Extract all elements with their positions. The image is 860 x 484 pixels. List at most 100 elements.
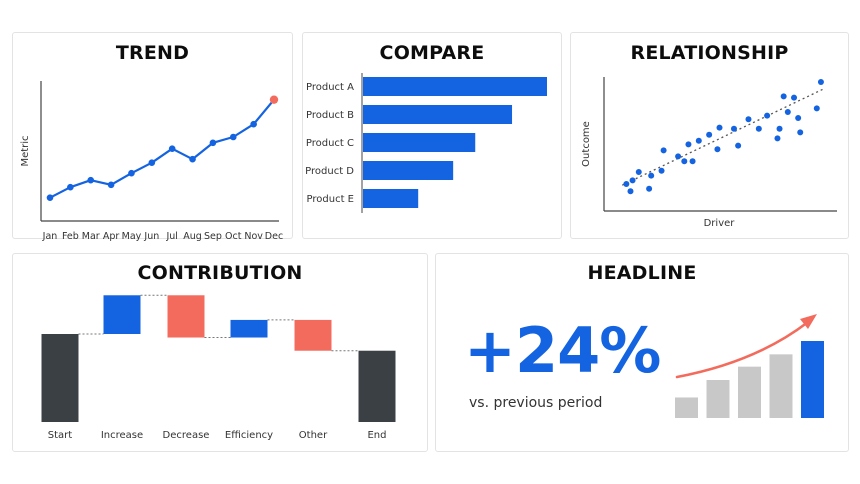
trend-point (148, 159, 156, 166)
trend-x-tick-label: May (122, 231, 142, 242)
relationship-point (730, 125, 737, 132)
contribution-x-tick-label: End (367, 430, 386, 441)
contribution-bar (358, 350, 396, 422)
trend-point (269, 95, 279, 104)
contribution-x-tick-label: Increase (101, 430, 143, 441)
relationship-point (635, 169, 642, 175)
relationship-point (784, 109, 791, 115)
relationship-point (646, 185, 653, 192)
compare-y-tick-label: Product A (306, 82, 354, 93)
contribution-chart: Start Increase Decrease Efficiency Other End (41, 294, 396, 441)
relationship-point (795, 115, 802, 121)
compare-chart: Product A Product B Product C Product D Prod… (305, 73, 547, 213)
relationship-point (714, 146, 721, 153)
trend-point (67, 183, 74, 191)
trend-arrow-icon (675, 320, 810, 379)
trend-point (128, 169, 135, 177)
arrow-head-icon (800, 314, 817, 329)
contribution-bar (41, 334, 79, 422)
relationship-point (689, 158, 696, 165)
relationship-point (623, 181, 630, 187)
relationship-point (675, 153, 682, 160)
relationship-point (681, 158, 688, 165)
relationship-point (780, 93, 787, 100)
compare-y-tick-label: Product E (307, 194, 354, 205)
relationship-point (658, 167, 665, 174)
trend-point (229, 133, 237, 141)
trend-x-tick-label: Nov (244, 231, 263, 242)
relationship-y-axis-label: Outcome (581, 121, 592, 167)
trend-x-tick-label: Jul (165, 231, 177, 242)
contribution-x-tick-label: Start (48, 430, 73, 441)
contribution-bar (167, 295, 205, 338)
contribution-bar (294, 319, 332, 351)
compare-title: COMPARE (379, 42, 485, 64)
trend-card: TREND Jan Feb Mar Apr May Jun Jul Aug Sep Oct Nov D… (12, 32, 293, 242)
compare-bar (363, 77, 547, 96)
headline-value: +24% (464, 314, 661, 387)
trend-x-tick-label: Mar (82, 231, 100, 242)
compare-card: COMPARE Product A Product B Product C Produ… (302, 32, 562, 239)
trend-y-axis-label: Metric (20, 135, 31, 166)
contribution-x-tick-label: Other (299, 430, 328, 441)
headline-chart (675, 314, 824, 418)
headline-card: HEADLINE +24% vs. previous period (435, 253, 849, 452)
trend-point (46, 194, 54, 201)
trend-point (189, 155, 196, 163)
compare-y-tick-label: Product D (305, 166, 354, 177)
relationship-point (776, 125, 783, 132)
headline-bar (675, 397, 698, 418)
compare-y-tick-label: Product B (306, 110, 354, 121)
trend-x-tick-label: Sep (204, 231, 222, 242)
relationship-trendline (621, 88, 824, 186)
trend-series-line (49, 98, 275, 199)
relationship-point (660, 147, 667, 154)
headline-bar (706, 380, 730, 418)
relationship-title: RELATIONSHIP (630, 42, 789, 64)
trend-point (209, 139, 217, 147)
trend-x-tick-label: Feb (62, 231, 79, 242)
contribution-title: CONTRIBUTION (137, 262, 303, 284)
headline-title: HEADLINE (587, 262, 697, 284)
relationship-point (706, 131, 713, 138)
trend-x-tick-label: Aug (183, 231, 202, 242)
relationship-card: RELATIONSHIP Driver Outcome (570, 32, 849, 239)
relationship-x-axis-label: Driver (704, 218, 736, 229)
headline-bar (801, 341, 824, 418)
trend-x-tick-label: Jun (143, 231, 159, 242)
headline-bar (769, 354, 793, 418)
compare-bar (363, 189, 419, 208)
trend-chart: Jan Feb Mar Apr May Jun Jul Aug Sep Oct Nov Dec Metr… (20, 81, 283, 242)
trend-x-tick-label: Jan (42, 231, 58, 242)
trend-point (87, 176, 95, 184)
trend-point (250, 120, 257, 128)
relationship-point (685, 141, 692, 148)
relationship-point (716, 124, 723, 131)
relationship-point (791, 94, 798, 101)
compare-bar (363, 161, 454, 180)
relationship-point (648, 172, 655, 179)
relationship-chart: Driver Outcome (581, 77, 837, 229)
trend-x-tick-label: Dec (265, 231, 283, 242)
compare-bar (363, 105, 513, 124)
trend-point (107, 181, 115, 189)
relationship-point (813, 105, 820, 112)
relationship-point (745, 116, 752, 123)
relationship-point (629, 177, 636, 184)
contribution-x-tick-label: Decrease (163, 430, 210, 441)
relationship-point (695, 137, 702, 144)
relationship-point (627, 188, 634, 195)
headline-bar (738, 366, 761, 418)
contribution-x-tick-label: Efficiency (225, 430, 273, 441)
contribution-bar (230, 319, 268, 338)
relationship-point (755, 125, 762, 132)
relationship-point (764, 112, 771, 119)
contribution-bar (103, 295, 141, 334)
headline-subtext: vs. previous period (469, 395, 603, 411)
relationship-point (817, 79, 824, 85)
compare-y-tick-label: Product C (306, 138, 354, 149)
trend-x-tick-label: Oct (225, 231, 242, 242)
relationship-point (774, 135, 781, 142)
relationship-point (735, 142, 742, 149)
trend-title: TREND (115, 42, 190, 64)
